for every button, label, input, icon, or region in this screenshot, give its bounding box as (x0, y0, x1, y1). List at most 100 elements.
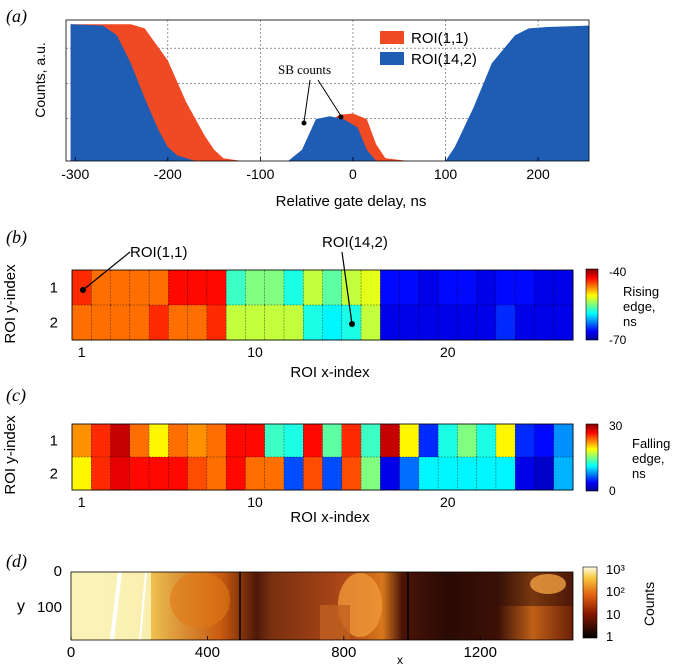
panel-b-cell (206, 269, 227, 306)
panel-b-cell (418, 269, 439, 306)
roi-14-2-dot (349, 321, 355, 327)
panel-d-image (70, 571, 574, 641)
panel-b-cell (534, 304, 555, 341)
panel-c-colorbar-min: 0 (609, 484, 616, 498)
panel-b-colorbar-label-1: Rising (623, 284, 659, 299)
panel-b-colorbar-label-3: ns (623, 314, 637, 329)
panel-c-cell (148, 456, 169, 491)
roi-14-2-annotation: ROI(14,2) (322, 234, 388, 251)
panel-b-y-tick-label: 2 (50, 315, 58, 332)
panel-a-x-tick-label: -100 (246, 166, 274, 182)
panel-c-cell (476, 456, 497, 491)
panel-b-cell (129, 304, 150, 341)
panel-b-cell (283, 269, 304, 306)
panel-c-cell (418, 456, 439, 491)
panel-c-colorbar (585, 423, 599, 492)
roi-14-2-pointer (341, 251, 353, 325)
panel-b-colorbar-label-2: edge, (623, 299, 656, 314)
panel-c-y-tick-label: 1 (50, 433, 58, 450)
panel-c-cell (264, 423, 285, 458)
panel-c-cell (206, 423, 227, 458)
series-area-roi-14-2 (70, 24, 590, 162)
panel-b-cell (264, 269, 285, 306)
panel-d-x-axis-label: x (397, 653, 403, 665)
panel-c-cell (148, 423, 169, 458)
panel-b-cell (553, 269, 574, 306)
panel-b-cell (360, 304, 381, 341)
roi-1-1-dot (80, 287, 86, 293)
sb-arrow-1 (303, 79, 311, 123)
panel-c-cell (437, 423, 458, 458)
panel-b-cell (360, 269, 381, 306)
panel-c-cell (129, 423, 150, 458)
panel-c-cell (457, 456, 478, 491)
panel-b-cell (110, 269, 131, 306)
panel-c-cell (341, 423, 362, 458)
panel-c-cell (360, 423, 381, 458)
panel-c-cell (225, 423, 246, 458)
panel-c-cell (91, 456, 112, 491)
panel-c-cell (514, 423, 535, 458)
panel-c-x-tick-label: 1 (78, 494, 86, 510)
panel-d-y-tick-label: 100 (37, 599, 62, 616)
panel-b-cell (514, 304, 535, 341)
panel-d-y-tick-label: 0 (54, 563, 62, 580)
sb-point-1 (301, 120, 307, 126)
panel-a-x-tick-label: -300 (61, 166, 89, 182)
panel-b-cell (380, 269, 401, 306)
panel-b-x-axis-label: ROI x-index (290, 364, 370, 381)
panel-b-y-tick-label: 1 (50, 280, 58, 297)
panel-d-ticks: 0 400 800 1200 0 100 (37, 563, 497, 661)
panel-c-cell (71, 456, 92, 491)
panel-c-cell (476, 423, 497, 458)
sb-counts-annotation: SB counts (278, 62, 331, 77)
panel-c-cell (418, 423, 439, 458)
panel-b-cell (495, 269, 516, 306)
panel-c-cell (129, 456, 150, 491)
panel-b-cell (380, 304, 401, 341)
panel-b-frame (71, 269, 574, 341)
roi-1-1-annotation: ROI(1,1) (130, 244, 188, 261)
panel-c-cell (283, 423, 304, 458)
panel-d-colorbar-label: Counts (641, 582, 657, 626)
panel-b-cell (283, 304, 304, 341)
panel-a-x-tick-label: -200 (154, 166, 182, 182)
panel-d-colorbar-tick-1000: 10³ (606, 562, 625, 577)
panel-c-x-tick-label: 20 (440, 494, 456, 510)
panel-c-cell (110, 456, 131, 491)
panel-b-cell (457, 269, 478, 306)
panel-b-cell (148, 269, 169, 306)
panel-b-cell (399, 269, 420, 306)
legend-label-roi-14-2: ROI(14,2) (411, 51, 477, 68)
panel-b-cell (476, 269, 497, 306)
panel-c-cell (168, 456, 189, 491)
panel-b-cell (322, 269, 343, 306)
legend-swatch-roi-14-2 (380, 52, 404, 65)
panel-d-colorbar-tick-100: 10² (606, 584, 625, 599)
panel-b-cell (168, 269, 189, 306)
panel-c-cell (553, 423, 574, 458)
panel-c-colorbar-label-1: Falling (632, 436, 670, 451)
panel-b-cell (495, 304, 516, 341)
panel-c-cell (245, 456, 266, 491)
panel-b-colorbar (585, 268, 599, 341)
panel-a-plot: -300 -200 -100 0 100 200 (61, 19, 590, 182)
panel-b-cell (303, 304, 324, 341)
panel-c-y-axis-label: ROI y-index (2, 415, 19, 495)
panel-c-cell (534, 456, 555, 491)
panel-b-cell (303, 269, 324, 306)
sb-arrow-2 (317, 79, 342, 117)
panel-b-cell (514, 269, 535, 306)
panel-c-cell (303, 456, 324, 491)
panel-b-cell (245, 269, 266, 306)
panel-c-cell (360, 456, 381, 491)
panel-c-cell (303, 423, 324, 458)
panel-c-cell (322, 456, 343, 491)
panel-b-cell (476, 304, 497, 341)
panel-c-cell (322, 423, 343, 458)
panel-a-x-tick-label: 200 (526, 166, 550, 182)
panel-d-colorbar-tick-10: 10 (606, 607, 620, 622)
panel-d-x-tick-label: 1200 (464, 644, 497, 661)
panel-c-colorbar-max: 30 (609, 419, 623, 433)
